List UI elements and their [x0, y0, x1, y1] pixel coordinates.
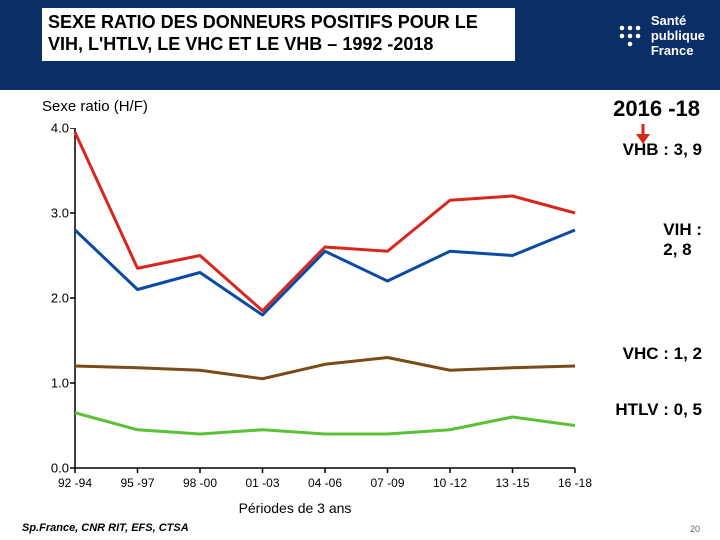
series-label: VHB : 3, 9 [623, 140, 702, 160]
x-tick-label: 04 -06 [308, 476, 342, 490]
logo-icon [617, 23, 643, 49]
x-tick-label: 16 -18 [558, 476, 592, 490]
line-chart [20, 128, 580, 488]
chart-svg [20, 128, 580, 488]
x-tick-label: 10 -12 [433, 476, 467, 490]
y-tick-label: 3.0 [39, 206, 69, 221]
page-title: SEXE RATIO DES DONNEURS POSITIFS POUR LE… [42, 8, 515, 61]
y-tick-label: 2.0 [39, 291, 69, 306]
y-tick-label: 0.0 [39, 461, 69, 476]
x-tick-label: 01 -03 [245, 476, 279, 490]
x-tick-label: 95 -97 [120, 476, 154, 490]
series-label: VIH : 2, 8 [663, 220, 702, 259]
x-tick-label: 98 -00 [183, 476, 217, 490]
series-VHB [75, 132, 575, 311]
x-tick-label: 92 -94 [58, 476, 92, 490]
slide: SEXE RATIO DES DONNEURS POSITIFS POUR LE… [0, 0, 720, 540]
x-tick-label: 07 -09 [370, 476, 404, 490]
logo: Santé publique France [617, 14, 705, 59]
series-VHC [75, 358, 575, 379]
subtitle: Sexe ratio (H/F) [42, 98, 148, 115]
x-axis-title: Périodes de 3 ans [0, 500, 590, 516]
footer-credit: Sp.France, CNR RIT, EFS, CTSA [22, 522, 189, 534]
page-title-text: SEXE RATIO DES DONNEURS POSITIFS POUR LE… [48, 12, 478, 54]
series-label: VHC : 1, 2 [623, 344, 702, 364]
year-header: 2016 -18 [613, 96, 700, 122]
series-label: HTLV : 0, 5 [615, 400, 702, 420]
page-number: 20 [690, 524, 700, 534]
x-tick-label: 13 -15 [495, 476, 529, 490]
y-tick-label: 4.0 [39, 121, 69, 136]
series-HTLV [75, 413, 575, 434]
logo-text: Santé publique France [651, 14, 705, 59]
y-tick-label: 1.0 [39, 376, 69, 391]
series-VIH [75, 230, 575, 315]
